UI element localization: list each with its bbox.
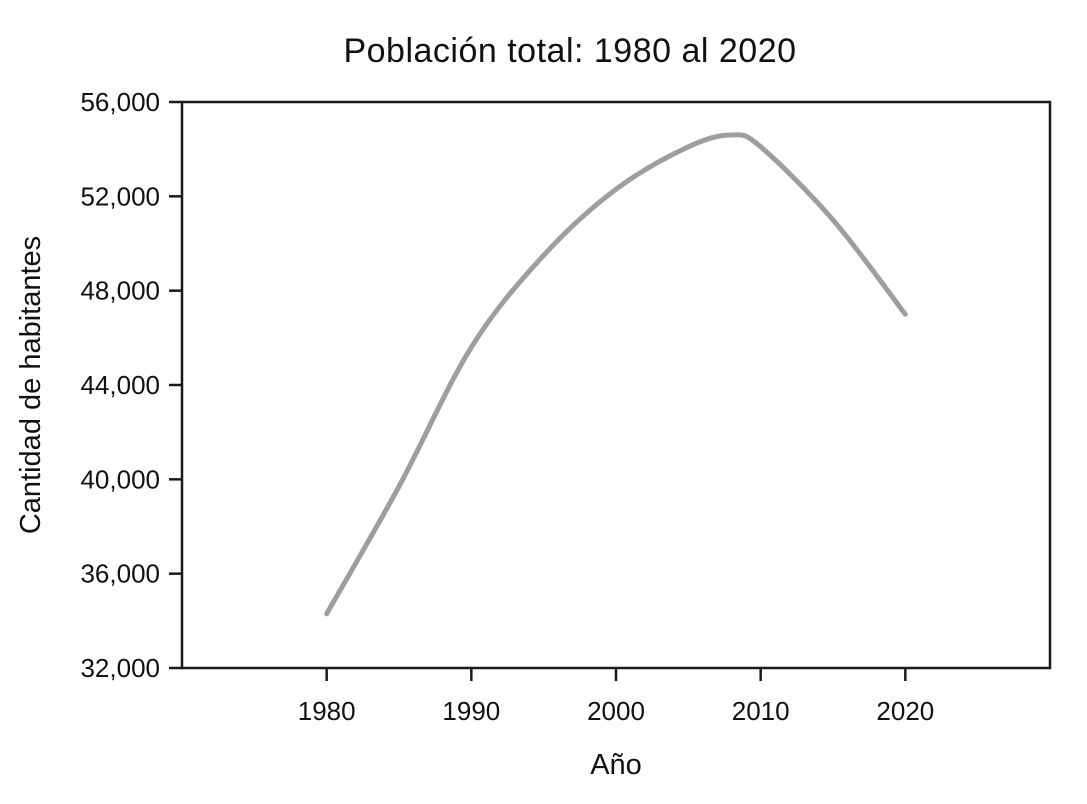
y-tick-label: 36,000 [80, 559, 160, 589]
x-axis-label: Año [590, 749, 642, 781]
y-tick-label: 52,000 [80, 181, 160, 211]
x-tick-label: 2000 [587, 696, 645, 726]
plot-area: 1980 1990 2000 2010 2020 32,000 36,000 40,000 44… [80, 87, 1052, 726]
y-axis-label: Cantidad de habitantes [15, 236, 47, 534]
x-tick-label: 2020 [876, 696, 934, 726]
x-tick-label: 1980 [298, 696, 356, 726]
y-tick-label: 56,000 [80, 87, 160, 117]
x-tick-label: 2010 [732, 696, 790, 726]
chart-title: Población total: 1980 al 2020 [343, 32, 796, 70]
x-tick-label: 1990 [442, 696, 500, 726]
series-line-poblacion-total [324, 132, 908, 617]
y-tick-label: 48,000 [80, 276, 160, 306]
plot-border [180, 100, 1052, 670]
y-tick-label: 40,000 [80, 464, 160, 494]
y-tick-label: 44,000 [80, 370, 160, 400]
y-tick-label: 32,000 [80, 653, 160, 683]
